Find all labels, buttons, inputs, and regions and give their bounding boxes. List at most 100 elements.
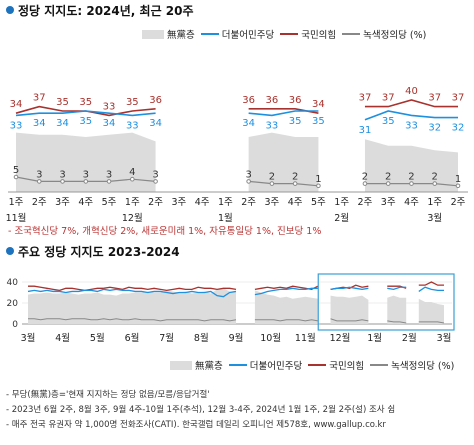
dem-label: 35 — [382, 116, 395, 127]
week-tick-label: 2주 — [241, 197, 256, 208]
ppp-label: 36 — [242, 95, 255, 106]
justice-point — [292, 181, 298, 186]
bullet-icon — [6, 6, 14, 14]
week-tick-label: 2주 — [451, 197, 466, 208]
ppp-label: 34 — [312, 99, 325, 110]
week-tick-label: 1주 — [9, 197, 24, 208]
area-swatch — [170, 360, 192, 370]
area2-band-0 — [28, 288, 236, 324]
dem-label: 34 — [149, 118, 162, 129]
ppp2-line-0 — [28, 285, 237, 292]
justice2-line-2 — [330, 318, 369, 322]
justice-point — [106, 179, 112, 184]
justice-point — [153, 179, 158, 184]
dem-label: 34 — [56, 118, 69, 129]
justice-point — [409, 181, 414, 186]
week-tick-label: 3주 — [55, 197, 70, 208]
legend2-label-justice: 녹색정의당 (%) — [391, 361, 455, 372]
ppp-label: 37 — [452, 93, 465, 104]
legend2-item-ppp: 국민의힘 — [308, 358, 364, 372]
dem-label: 32 — [452, 123, 465, 134]
justice-label: 1 — [315, 174, 321, 185]
month-label-2: 2월 — [402, 332, 417, 344]
month-label: 3월 — [427, 212, 442, 224]
week-tick-label: 2주 — [358, 197, 373, 208]
week-tick-label: 2주 — [148, 197, 163, 208]
justice2-line-0 — [28, 318, 237, 322]
dem-label: 35 — [79, 116, 92, 127]
y-tick-label: 20 — [7, 299, 19, 309]
dem-label: 33 — [126, 120, 139, 131]
area-band-2 — [364, 139, 458, 192]
legend-label-area: 無黨층 — [167, 30, 195, 41]
justice-point — [246, 179, 251, 184]
ppp-label: 35 — [126, 97, 139, 108]
legend-item-ppp: 국민의힘 — [280, 27, 336, 41]
month-label: 1월 — [218, 212, 233, 224]
week-tick-label: 1주 — [427, 197, 442, 208]
dem-line-1 — [248, 110, 319, 117]
justice-point — [13, 174, 19, 180]
month-label-2: 12월 — [330, 332, 351, 344]
week-tick-label: 1주 — [125, 197, 140, 208]
justice-point — [83, 179, 89, 184]
dem-label: 32 — [428, 123, 441, 134]
month-label: 2월 — [334, 212, 349, 224]
justice-point — [36, 179, 42, 184]
dem2-line-1 — [254, 287, 318, 296]
dem-label: 34 — [103, 118, 116, 129]
justice-label: 2 — [292, 172, 298, 183]
justice-swatch — [342, 33, 361, 35]
legend2-label-dem: 더불어민주당 — [249, 361, 303, 372]
dem-label: 34 — [33, 118, 46, 129]
justice-label: 2 — [269, 172, 275, 183]
justice-point — [455, 183, 461, 189]
dem-label: 33 — [266, 120, 279, 131]
justice2-line-3 — [387, 320, 407, 324]
justice-point — [316, 183, 321, 189]
chart1-legend: 無黨층 더불어민주당 국민의힘 녹색정의당 (%) — [142, 27, 426, 41]
legend-item-dem: 더불어민주당 — [200, 27, 274, 41]
justice-label: 3 — [245, 169, 251, 180]
area-swatch — [142, 29, 164, 39]
ppp-label: 36 — [289, 95, 302, 106]
week-tick-label: 1주 — [218, 197, 233, 208]
month-label-2: 10월 — [260, 332, 281, 344]
justice-point — [130, 176, 135, 182]
week-tick-label: 3주 — [381, 197, 396, 208]
week-tick-label: 1주 — [334, 197, 349, 208]
month-label-2: 3월 — [21, 332, 36, 344]
dem-label: 35 — [312, 116, 325, 127]
justice-label: 3 — [106, 169, 112, 180]
dem-label: 33 — [10, 120, 23, 131]
dem-label: 31 — [359, 125, 372, 136]
justice2-line-1 — [254, 319, 319, 322]
chart1-title-text: 정당 지지도: 2024년, 최근 20주 — [18, 4, 194, 18]
month-label-2: 1월 — [367, 332, 382, 344]
footnote-3: - 매주 전국 유권자 약 1,000명 전화조사(CATI). 한국갤럽 데일… — [6, 420, 386, 430]
justice-label: 2 — [432, 172, 438, 183]
justice-point — [60, 179, 65, 184]
month-label-2: 8월 — [194, 332, 209, 344]
ppp-label: 33 — [103, 101, 116, 112]
month-label-2: 3월 — [437, 332, 452, 344]
ppp-label: 34 — [10, 99, 23, 110]
ppp2-line-4 — [418, 281, 444, 286]
dem-line-0 — [15, 110, 156, 117]
justice-point — [269, 181, 275, 186]
footnote-1: - 무당(無黨)층='현재 지지하는 정당 없음/모름/응답거절' — [6, 390, 210, 400]
justice-point — [385, 181, 391, 186]
justice-point — [362, 181, 368, 186]
ppp-line-2 — [364, 99, 458, 108]
week-tick-label: 3주 — [264, 197, 279, 208]
ppp-label: 37 — [33, 93, 46, 104]
footnote-2: - 2023년 6월 2주, 8월 3주, 9월 4주-10월 1주(추석), … — [6, 405, 396, 415]
chart2-title-text: 주요 정당 지지도 2023-2024 — [18, 245, 180, 259]
ppp-label: 37 — [382, 93, 395, 104]
justice-swatch — [370, 364, 389, 366]
justice-line-1 — [248, 180, 319, 187]
chart2-svg: 0 20 40 3월 4월 5월 6월 7월 8월 9월 10월 11월 12월 1월 2월 3월 — [7, 273, 455, 344]
justice-label: 1 — [455, 174, 461, 185]
month-label-2: 11월 — [295, 332, 316, 344]
